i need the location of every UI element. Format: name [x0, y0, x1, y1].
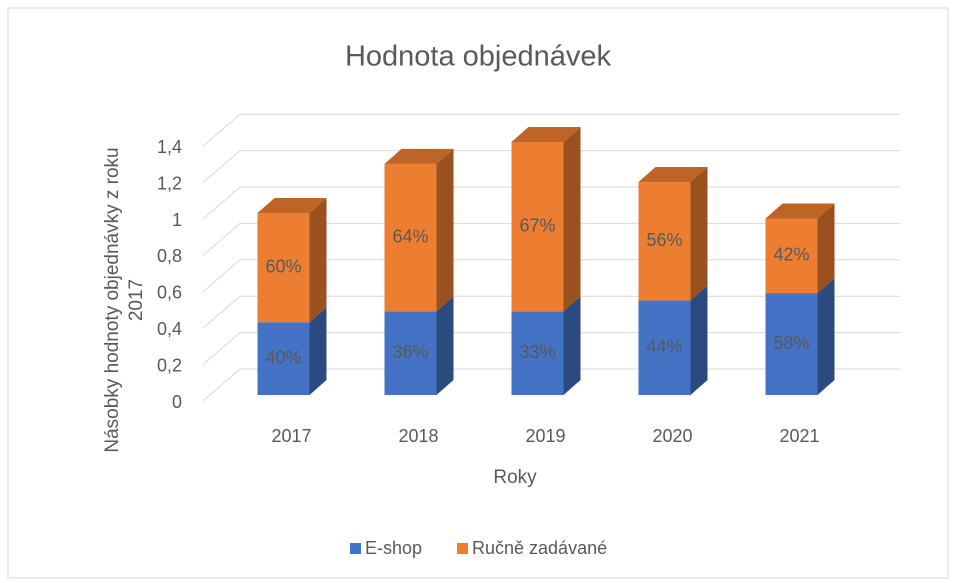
bar-side — [309, 307, 327, 395]
x-tick-label: 2019 — [525, 426, 565, 446]
segment-label: 33% — [519, 342, 555, 362]
bar-top — [765, 203, 835, 219]
y-tick-label: 0,2 — [157, 355, 182, 375]
bar — [384, 311, 437, 395]
bar — [511, 142, 564, 312]
y-tick-label: 0,6 — [157, 283, 182, 303]
bar-side — [817, 278, 835, 395]
segment-label: 67% — [519, 215, 555, 235]
bar-side — [563, 127, 581, 312]
x-tick-label: 2020 — [652, 426, 692, 446]
bar-side — [690, 285, 708, 395]
bar-top — [257, 198, 327, 213]
segment-label: 42% — [773, 245, 809, 265]
bar-top — [511, 127, 581, 143]
legend-label: E-shop — [365, 538, 422, 558]
segment-label: 56% — [646, 230, 682, 250]
bar — [765, 218, 818, 294]
y-tick-label: 1 — [172, 210, 182, 230]
y-tick-label: 0,8 — [157, 246, 182, 266]
y-tick-label: 0,4 — [157, 319, 182, 339]
segment-label: 64% — [392, 226, 428, 246]
grid-line — [202, 150, 900, 183]
bar — [511, 311, 564, 395]
bar-side — [817, 203, 835, 294]
x-axis-title: Roky — [493, 467, 537, 488]
bar-side — [436, 148, 454, 312]
segment-label: 58% — [773, 333, 809, 353]
x-tick-label: 2017 — [271, 426, 311, 446]
segment-label: 44% — [646, 336, 682, 356]
chart-title: Hodnota objednávek — [345, 41, 612, 73]
bar-side — [563, 296, 581, 395]
legend-swatch — [457, 543, 468, 554]
y-tick-label: 1,4 — [157, 137, 182, 157]
bar-side — [690, 167, 708, 301]
y-tick-label: 1,2 — [157, 173, 182, 193]
bar-side — [309, 198, 327, 323]
bar — [638, 300, 691, 395]
bar — [765, 293, 818, 395]
x-tick-label: 2018 — [398, 426, 438, 446]
x-tick-label: 2021 — [779, 426, 819, 446]
bar-side — [436, 296, 454, 395]
legend-label: Ručně zadávané — [472, 538, 607, 558]
bar — [638, 182, 691, 301]
segment-label: 40% — [265, 347, 301, 367]
bar-top — [638, 167, 708, 183]
segment-label: 60% — [265, 256, 301, 276]
bar — [257, 322, 310, 395]
bar-top — [384, 148, 454, 164]
grid-line — [202, 113, 900, 147]
segment-label: 36% — [392, 342, 428, 362]
legend-swatch — [350, 543, 361, 554]
y-tick-label: 0 — [172, 392, 182, 412]
y-axis-title: Násobky hodnoty objednávky z roku 2017 — [102, 147, 147, 453]
bar — [384, 163, 437, 312]
bar — [257, 213, 310, 323]
